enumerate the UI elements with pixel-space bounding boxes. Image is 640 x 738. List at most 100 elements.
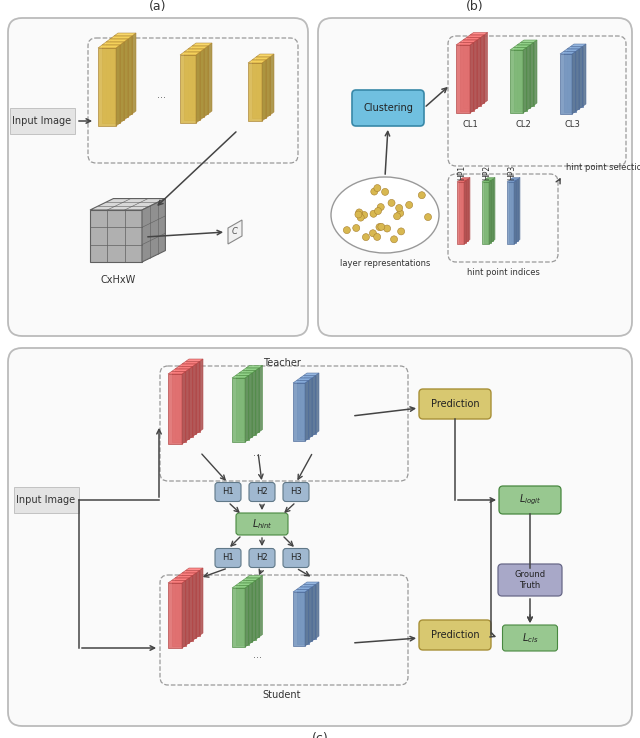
Polygon shape	[239, 581, 255, 583]
Polygon shape	[245, 376, 248, 442]
FancyBboxPatch shape	[448, 36, 626, 166]
Polygon shape	[124, 39, 128, 120]
FancyBboxPatch shape	[215, 548, 241, 568]
Text: ...: ...	[157, 90, 166, 100]
Text: Input Image: Input Image	[17, 495, 76, 505]
Polygon shape	[296, 378, 312, 381]
Polygon shape	[252, 60, 266, 118]
Polygon shape	[572, 52, 575, 114]
Circle shape	[361, 212, 367, 218]
Text: Teacher: Teacher	[263, 358, 301, 368]
Circle shape	[406, 201, 413, 208]
Polygon shape	[459, 179, 468, 181]
Circle shape	[419, 192, 426, 199]
Polygon shape	[248, 373, 252, 440]
Polygon shape	[236, 583, 252, 585]
Bar	[14, 487, 79, 513]
Polygon shape	[300, 587, 312, 641]
Polygon shape	[175, 578, 189, 643]
Polygon shape	[579, 46, 582, 109]
Polygon shape	[186, 570, 200, 635]
Polygon shape	[459, 181, 466, 243]
Text: hint point selection: hint point selection	[566, 164, 640, 173]
Polygon shape	[168, 583, 182, 648]
Polygon shape	[461, 178, 470, 179]
FancyBboxPatch shape	[352, 90, 424, 126]
Text: H1: H1	[222, 488, 234, 497]
Polygon shape	[128, 36, 132, 117]
Polygon shape	[182, 581, 186, 648]
Polygon shape	[560, 54, 572, 114]
Circle shape	[344, 227, 350, 234]
Polygon shape	[200, 359, 203, 432]
Text: HP2: HP2	[483, 165, 492, 180]
Text: H2: H2	[256, 488, 268, 497]
Polygon shape	[255, 578, 259, 640]
Polygon shape	[300, 376, 316, 378]
Circle shape	[356, 209, 363, 216]
FancyBboxPatch shape	[8, 348, 632, 726]
Polygon shape	[293, 592, 305, 646]
Text: HP3: HP3	[508, 165, 516, 180]
FancyBboxPatch shape	[236, 513, 288, 535]
Circle shape	[424, 213, 431, 221]
Polygon shape	[489, 181, 491, 244]
Polygon shape	[172, 581, 186, 646]
Circle shape	[357, 214, 364, 221]
FancyBboxPatch shape	[249, 548, 275, 568]
Polygon shape	[192, 43, 212, 46]
Circle shape	[353, 224, 360, 232]
Polygon shape	[179, 364, 196, 367]
Polygon shape	[570, 44, 586, 46]
Ellipse shape	[331, 177, 439, 253]
Polygon shape	[256, 54, 274, 57]
Polygon shape	[474, 40, 477, 111]
Text: CL3: CL3	[564, 120, 580, 129]
Polygon shape	[463, 38, 481, 40]
Polygon shape	[461, 179, 468, 241]
Polygon shape	[484, 181, 491, 243]
FancyBboxPatch shape	[215, 483, 241, 502]
Polygon shape	[457, 182, 464, 244]
Polygon shape	[236, 585, 248, 644]
Polygon shape	[246, 578, 259, 637]
Polygon shape	[300, 378, 312, 436]
Polygon shape	[463, 40, 477, 108]
Polygon shape	[142, 199, 165, 262]
Polygon shape	[467, 35, 484, 38]
Text: Ground
Truth: Ground Truth	[515, 570, 545, 590]
Polygon shape	[530, 43, 534, 108]
Circle shape	[394, 213, 401, 220]
Circle shape	[378, 224, 385, 230]
Polygon shape	[563, 49, 579, 52]
Circle shape	[390, 236, 397, 243]
Circle shape	[355, 211, 362, 218]
Polygon shape	[509, 181, 516, 243]
Circle shape	[397, 210, 404, 217]
Polygon shape	[482, 181, 491, 182]
FancyBboxPatch shape	[499, 486, 561, 514]
Polygon shape	[486, 178, 495, 179]
Polygon shape	[470, 32, 488, 35]
Polygon shape	[507, 181, 516, 182]
Circle shape	[397, 228, 404, 235]
Polygon shape	[168, 374, 182, 444]
Polygon shape	[308, 378, 312, 438]
Polygon shape	[236, 373, 252, 376]
Text: layer representations: layer representations	[340, 259, 430, 268]
Polygon shape	[243, 370, 255, 435]
Polygon shape	[182, 573, 196, 638]
Polygon shape	[303, 584, 316, 638]
Text: (c): (c)	[312, 732, 328, 738]
Polygon shape	[186, 578, 189, 646]
Polygon shape	[582, 44, 586, 106]
Text: H2: H2	[256, 554, 268, 562]
Polygon shape	[243, 581, 255, 640]
Polygon shape	[493, 178, 495, 241]
Polygon shape	[110, 39, 128, 117]
Polygon shape	[312, 376, 316, 436]
Polygon shape	[467, 38, 481, 106]
Polygon shape	[184, 49, 204, 52]
Polygon shape	[116, 45, 120, 126]
Text: CL2: CL2	[515, 120, 531, 129]
